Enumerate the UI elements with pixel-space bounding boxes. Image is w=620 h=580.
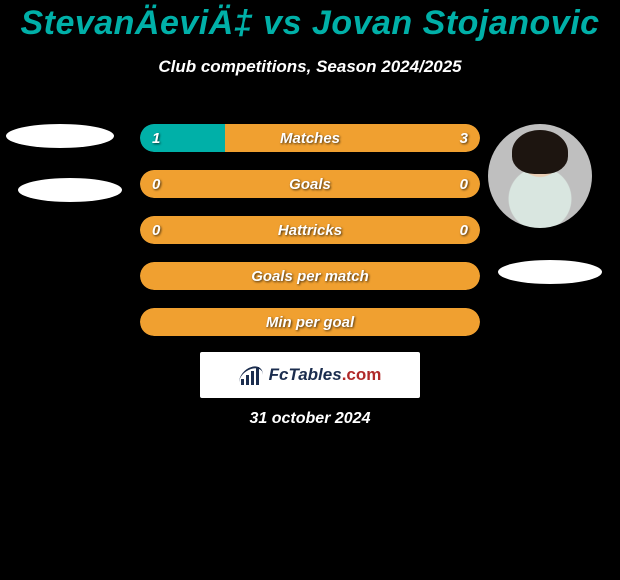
stat-value-left: 0 bbox=[152, 216, 160, 244]
stat-value-right: 3 bbox=[460, 124, 468, 152]
decorative-ellipse bbox=[498, 260, 602, 284]
player-avatar bbox=[488, 124, 592, 228]
logo-text: FcTables.com bbox=[269, 365, 382, 385]
page-subtitle: Club competitions, Season 2024/2025 bbox=[0, 57, 620, 77]
stat-row: Min per goal bbox=[140, 308, 480, 336]
stat-row: Goals per match bbox=[140, 262, 480, 290]
stat-value-right: 0 bbox=[460, 216, 468, 244]
page-title: StevanÄeviÄ‡ vs Jovan Stojanovic bbox=[0, 0, 620, 43]
logo-word: FcTables bbox=[269, 365, 342, 384]
stat-label: Matches bbox=[140, 124, 480, 152]
source-logo: FcTables.com bbox=[200, 352, 420, 398]
snapshot-date: 31 october 2024 bbox=[0, 410, 620, 428]
decorative-ellipse bbox=[6, 124, 114, 148]
stat-row: Goals0 0 bbox=[140, 170, 480, 198]
stat-row: Matches1 3 bbox=[140, 124, 480, 152]
stat-label: Hattricks bbox=[140, 216, 480, 244]
stat-label: Goals per match bbox=[140, 262, 480, 290]
comparison-chart: Matches13Goals00Hattricks00Goals per mat… bbox=[140, 124, 480, 354]
stat-value-left: 1 bbox=[152, 124, 160, 152]
logo-suffix: .com bbox=[342, 365, 382, 384]
stat-label: Goals bbox=[140, 170, 480, 198]
stat-row: Hattricks0 0 bbox=[140, 216, 480, 244]
chart-icon bbox=[239, 365, 263, 385]
stat-label: Min per goal bbox=[140, 308, 480, 336]
stat-value-left: 0 bbox=[152, 170, 160, 198]
decorative-ellipse bbox=[18, 178, 122, 202]
stat-value-right: 0 bbox=[460, 170, 468, 198]
